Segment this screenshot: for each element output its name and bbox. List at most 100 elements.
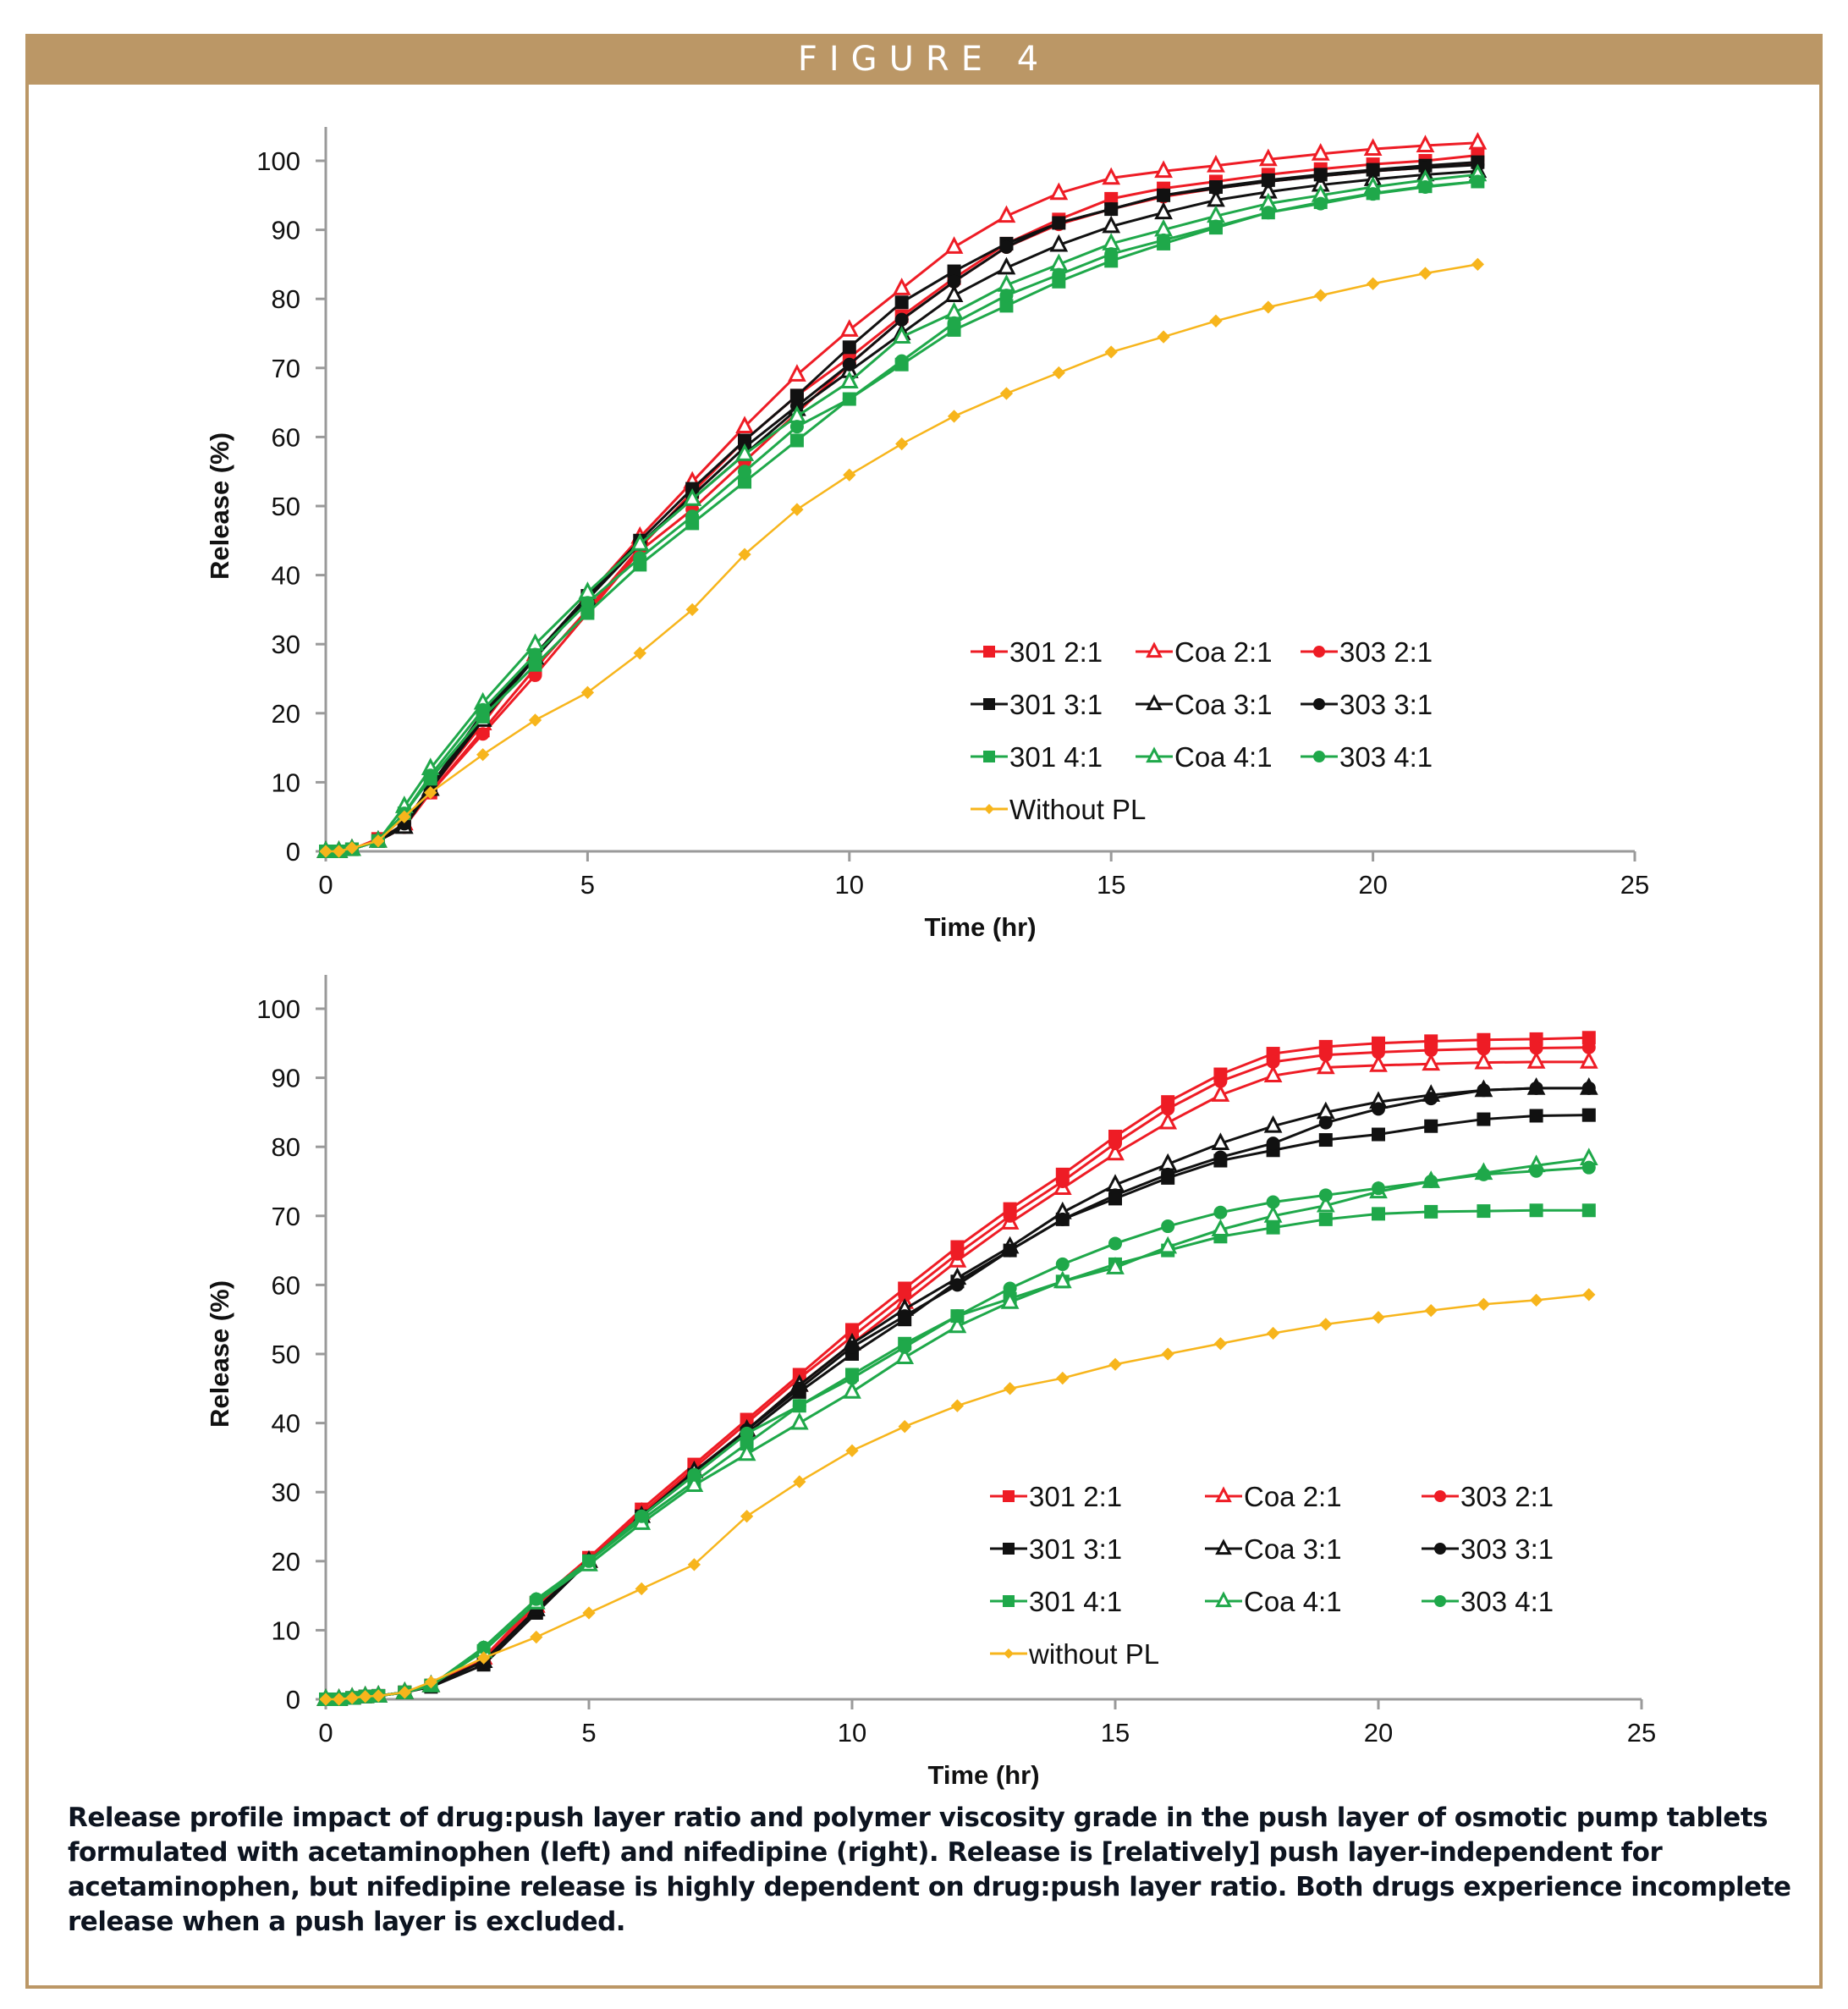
data-point — [1319, 1318, 1333, 1331]
legend-item: Without PL — [971, 794, 1146, 825]
data-point — [685, 509, 700, 524]
legend-marker — [1434, 1595, 1446, 1607]
data-point — [1003, 1208, 1017, 1223]
data-point — [1102, 215, 1121, 234]
data-point — [1318, 1188, 1333, 1203]
legend-label: Coa 3:1 — [1244, 1533, 1342, 1565]
data-point — [1318, 1133, 1333, 1148]
legend-label: 301 2:1 — [1009, 636, 1103, 668]
legend-label: 301 3:1 — [1029, 1533, 1122, 1565]
legend-marker — [983, 751, 995, 762]
data-point — [1372, 1127, 1385, 1142]
legend-label: Coa 4:1 — [1244, 1586, 1342, 1617]
y-tick-label: 20 — [272, 1547, 300, 1577]
data-point — [1424, 1119, 1438, 1133]
y-tick-label: 60 — [272, 422, 300, 452]
y-tick-label: 10 — [272, 1615, 300, 1645]
data-point — [1424, 1303, 1438, 1318]
data-point — [635, 1582, 648, 1596]
data-point — [997, 274, 1016, 292]
y-tick-label: 70 — [272, 354, 300, 383]
data-point — [332, 845, 346, 858]
y-tick-label: 30 — [272, 1478, 300, 1507]
data-point — [1266, 1137, 1280, 1151]
data-point — [1209, 314, 1223, 327]
data-point — [1529, 1203, 1543, 1218]
series-303-3-1 — [319, 1081, 1596, 1706]
legend-item: Coa 4:1 — [1205, 1586, 1342, 1617]
y-tick-label: 0 — [286, 837, 300, 867]
legend-marker — [1434, 1543, 1446, 1555]
legend-label: 303 3:1 — [1339, 689, 1433, 720]
data-point — [1418, 267, 1433, 280]
series-coa-3-1 — [316, 1077, 1598, 1706]
x-tick-label: 15 — [1101, 1718, 1130, 1748]
data-point — [1418, 180, 1433, 195]
data-point — [1422, 1053, 1441, 1071]
data-point — [1161, 1102, 1175, 1116]
legend-label: Coa 4:1 — [1174, 741, 1273, 773]
legend-marker — [984, 804, 994, 814]
data-point — [843, 468, 856, 482]
data-point — [1049, 182, 1069, 201]
data-point — [1207, 154, 1225, 173]
legend-marker — [1313, 698, 1325, 710]
data-point — [1366, 277, 1380, 290]
data-point — [892, 326, 911, 344]
data-point — [1207, 205, 1225, 223]
data-point — [999, 387, 1014, 400]
data-point — [793, 1475, 806, 1489]
data-point — [1055, 1175, 1070, 1188]
series-301-2-1 — [319, 1031, 1596, 1706]
x-tick-label: 25 — [1627, 1718, 1656, 1748]
data-point — [1266, 1054, 1280, 1069]
data-point — [1261, 174, 1275, 189]
y-tick-label: 10 — [272, 768, 300, 797]
data-point — [1477, 1297, 1491, 1311]
data-point — [738, 548, 751, 561]
data-point — [792, 1381, 806, 1395]
data-point — [423, 768, 437, 783]
data-point — [1477, 1204, 1491, 1219]
series-301-2-1 — [319, 148, 1485, 858]
y-tick-label: 40 — [272, 1409, 300, 1439]
data-point — [1316, 1056, 1335, 1075]
legend-item: 303 2:1 — [1422, 1481, 1554, 1512]
series-line — [326, 1046, 1589, 1701]
data-point — [947, 264, 961, 278]
data-point — [737, 1443, 756, 1461]
data-point — [398, 810, 411, 823]
data-point — [898, 1420, 911, 1434]
data-point — [1468, 131, 1488, 150]
series-without-pl — [319, 1288, 1596, 1706]
series-301-3-1 — [319, 155, 1485, 858]
data-point — [947, 274, 961, 289]
series-303-2-1 — [319, 157, 1485, 858]
legend-item: 301 2:1 — [990, 1481, 1122, 1512]
x-tick-label: 25 — [1620, 870, 1649, 900]
data-point — [1581, 1031, 1596, 1045]
data-point — [529, 1592, 543, 1606]
data-point — [894, 295, 909, 310]
data-point — [1477, 1167, 1491, 1181]
data-point — [788, 364, 806, 382]
data-point — [319, 845, 333, 858]
series-line — [326, 1087, 1589, 1701]
x-tick-label: 5 — [580, 870, 595, 900]
data-point — [1471, 174, 1485, 189]
data-point — [845, 1444, 859, 1457]
legend-label: 303 3:1 — [1460, 1533, 1554, 1565]
legend: 301 2:1 Coa 2:1 303 2:1 301 3:1 Coa 3:1 303 3… — [990, 1481, 1554, 1670]
data-point — [1052, 366, 1065, 380]
data-point — [1266, 1195, 1280, 1209]
data-point — [630, 533, 650, 551]
data-point — [319, 1693, 333, 1706]
data-point — [476, 702, 490, 717]
legend-item: 301 3:1 — [971, 689, 1103, 720]
data-point — [580, 596, 595, 610]
data-point — [371, 834, 385, 848]
data-point — [1157, 330, 1170, 344]
data-point — [1213, 1337, 1228, 1351]
data-point — [1106, 1142, 1125, 1161]
data-point — [999, 289, 1014, 303]
